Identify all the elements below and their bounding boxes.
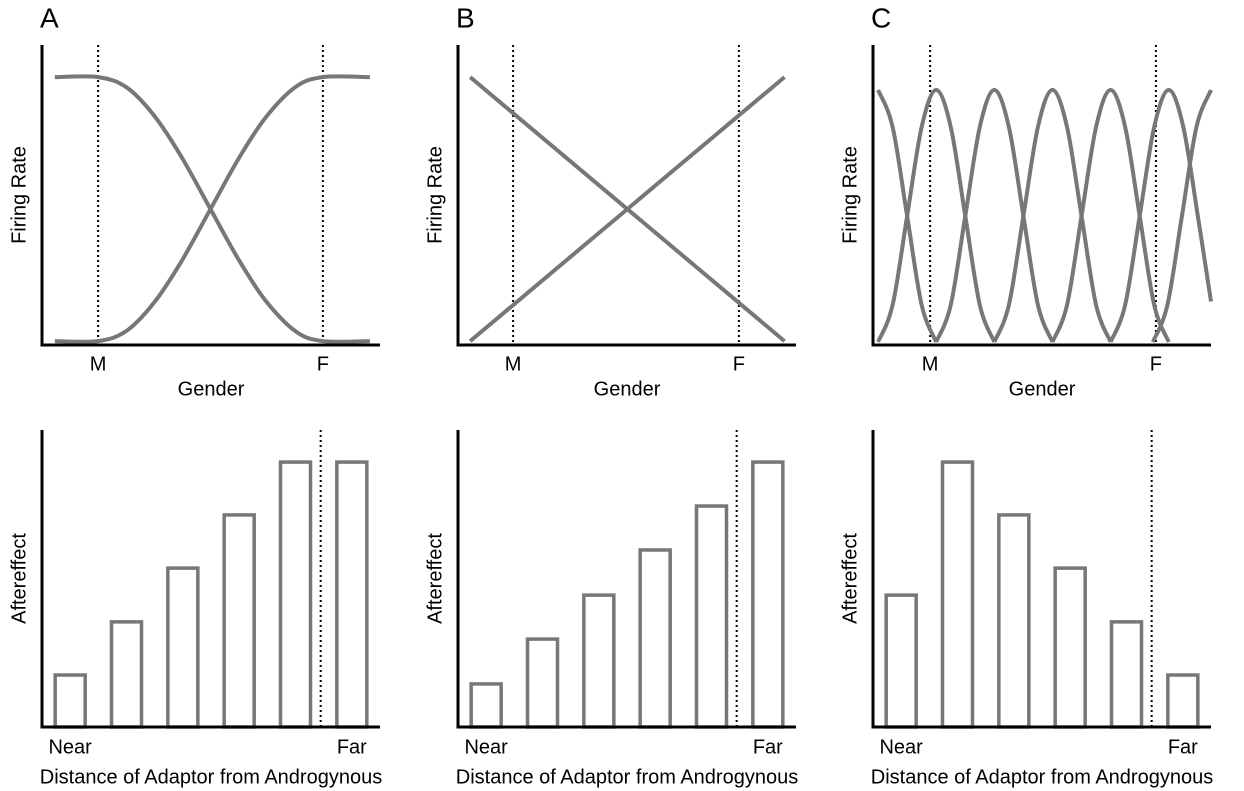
tuning-curve [934, 87, 1055, 343]
bar [109, 620, 144, 729]
x-tick-label: F [1150, 353, 1162, 375]
y-axis-label: Firing Rate [839, 146, 861, 244]
bar [1109, 620, 1144, 729]
x-tick-label: Far [337, 736, 367, 758]
x-tick-label: F [317, 353, 329, 375]
bar [53, 673, 87, 729]
x-tick-label: M [922, 353, 939, 375]
tuning-curve [1050, 87, 1171, 343]
tuning-curve [1151, 89, 1213, 343]
tuning-curve [1108, 87, 1213, 343]
y-axis-label: Aftereffect [839, 533, 861, 624]
bar [582, 593, 616, 729]
y-axis-label: Firing Rate [424, 146, 446, 244]
panel-label: C [871, 2, 891, 33]
y-axis-label: Aftereffect [424, 533, 446, 624]
x-tick-label: Near [464, 736, 508, 758]
bar [222, 513, 256, 729]
panel-label: A [40, 2, 59, 33]
bar [525, 637, 560, 729]
x-tick-label: M [505, 353, 522, 375]
bar [997, 513, 1031, 729]
panel-label: B [456, 2, 475, 33]
tuning-curve [54, 74, 370, 344]
bar [469, 682, 503, 729]
x-tick-label: F [733, 353, 745, 375]
x-tick-label: Far [1168, 736, 1198, 758]
x-tick-label: Far [753, 736, 783, 758]
x-axis-label: Distance of Adaptor from Androgynous [40, 766, 382, 788]
bar [166, 566, 200, 729]
x-tick-label: Near [48, 736, 92, 758]
tuning-curve [992, 87, 1113, 343]
bar [940, 460, 975, 729]
y-axis-label: Firing Rate [8, 146, 30, 244]
y-axis-label: Aftereffect [8, 533, 30, 624]
bar [884, 593, 918, 729]
bar [1053, 566, 1087, 729]
x-axis-label: Gender [1009, 378, 1076, 400]
x-axis-label: Distance of Adaptor from Androgynous [456, 766, 798, 788]
x-tick-label: Near [879, 736, 923, 758]
bar [1166, 673, 1200, 729]
bar [335, 460, 369, 729]
bar [638, 548, 672, 729]
x-axis-label: Distance of Adaptor from Androgynous [871, 766, 1213, 788]
bar [694, 504, 729, 729]
bar [751, 460, 785, 729]
x-axis-label: Gender [594, 378, 661, 400]
tuning-curve [876, 87, 997, 343]
tuning-curve [468, 75, 786, 343]
bar [278, 460, 313, 729]
x-tick-label: M [90, 353, 107, 375]
x-axis-label: Gender [178, 378, 245, 400]
